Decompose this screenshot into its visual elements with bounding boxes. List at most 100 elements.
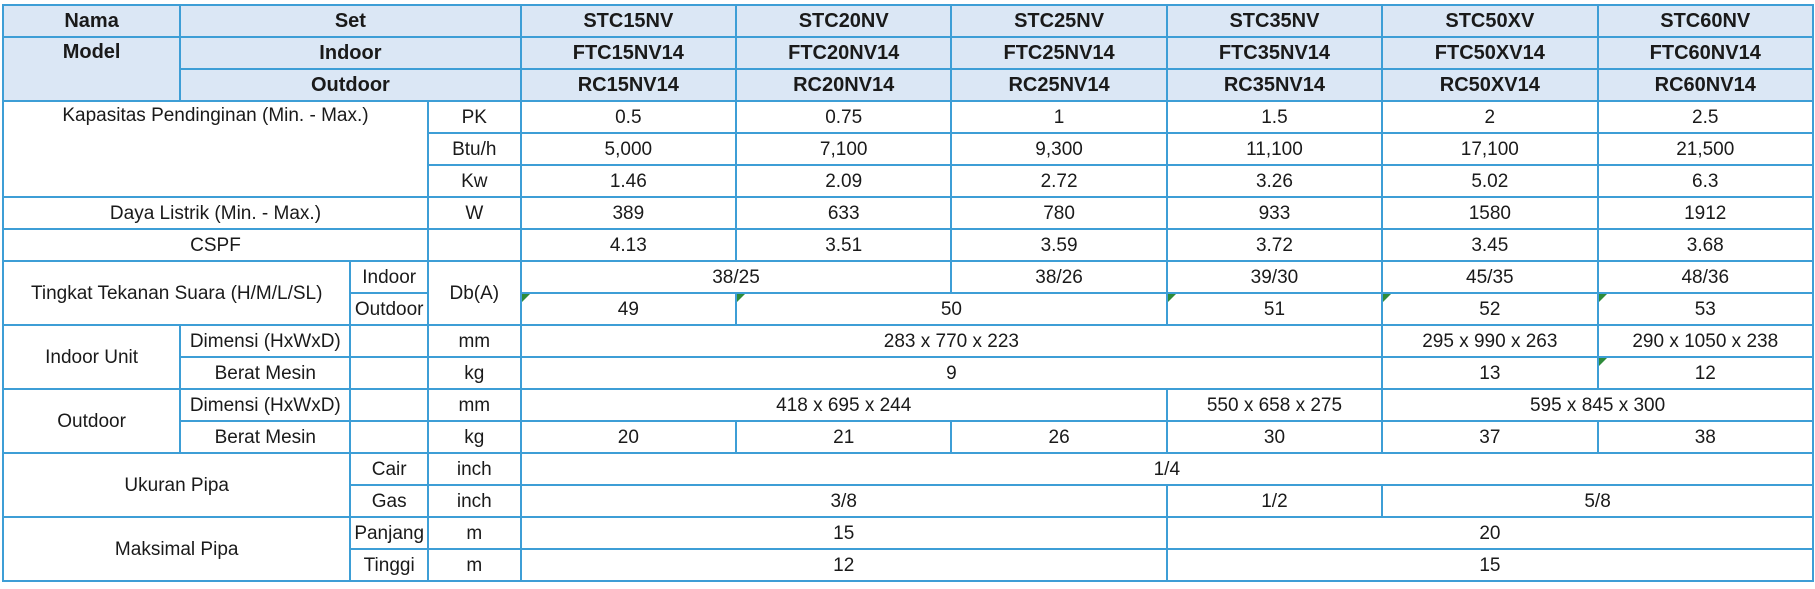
- value-cell: 52: [1381, 292, 1599, 326]
- value-cell: 5/8: [1381, 484, 1814, 518]
- indoor-model: FTC20NV14: [735, 36, 953, 70]
- value-cell: 2.5: [1596, 100, 1815, 134]
- unit-cell: Kw: [426, 164, 522, 198]
- indoor-model: FTC60NV14: [1596, 36, 1815, 70]
- value-cell: 11,100: [1165, 132, 1384, 166]
- pipe-cair-label: Cair: [349, 452, 429, 486]
- table-row: Outdoor Dimensi (HxWxD) mm 418 x 695 x 2…: [1, 388, 1814, 454]
- header-row-set: Nama Set STC15NV STC20NV STC25NV STC35NV…: [1, 4, 1815, 38]
- value-cell: 38/25: [519, 260, 953, 294]
- unit-cell: m: [426, 516, 522, 550]
- value-cell: 295 x 990 x 263: [1381, 324, 1599, 358]
- spec-table: Nama Set STC15NV STC20NV STC25NV STC35NV…: [1, 4, 1815, 582]
- value-cell: 5.02: [1381, 164, 1599, 198]
- empty-cell: [349, 324, 429, 358]
- pipe-label: Ukuran Pipa: [1, 452, 352, 518]
- value-cell: 48/36: [1596, 260, 1815, 294]
- outdoor-model: RC25NV14: [950, 68, 1168, 102]
- value-cell: 550 x 658 x 275: [1165, 388, 1384, 422]
- value-cell: 633: [735, 196, 953, 230]
- outdoor-weight-label: Berat Mesin: [179, 420, 352, 454]
- pipe-gas-label: Gas: [349, 484, 429, 518]
- value-cell: 17,100: [1381, 132, 1599, 166]
- outdoor-model: RC60NV14: [1596, 68, 1815, 102]
- unit-cell: PK: [426, 100, 522, 134]
- set-model: STC60NV: [1596, 4, 1815, 38]
- value-cell: 37: [1381, 420, 1599, 454]
- value-cell: 1/2: [1165, 484, 1384, 518]
- unit-cell: kg: [426, 356, 522, 390]
- value-cell: 20: [1165, 516, 1815, 550]
- empty-cell: [349, 388, 429, 422]
- table-row: Berat Mesin kg 9 13 12: [3, 356, 1815, 390]
- table-row: Gas inch 3/8 1/2 5/8: [3, 484, 1814, 518]
- table-row: Daya Listrik (Min. - Max.) W 389 633 780…: [2, 196, 1815, 230]
- table-row: Berat Mesin kg 20 21 26 30 37 38: [3, 420, 1815, 454]
- header-outdoor: Outdoor: [179, 68, 522, 102]
- noise-indoor-label: Indoor: [349, 260, 429, 294]
- value-cell: 15: [519, 516, 1168, 550]
- value-cell: 1580: [1381, 196, 1599, 230]
- table-row: Tinggi m 12 15: [3, 548, 1815, 582]
- max-pipe-label: Maksimal Pipa: [1, 516, 352, 582]
- value-cell: 780: [950, 196, 1168, 230]
- value-cell: 30: [1165, 420, 1384, 454]
- value-cell: 45/35: [1381, 260, 1599, 294]
- table-row: CSPF 4.13 3.51 3.59 3.72 3.45 3.68: [2, 228, 1815, 262]
- unit-cell: mm: [426, 388, 522, 422]
- table-row: Indoor Unit Dimensi (HxWxD) mm 283 x 770…: [1, 324, 1815, 390]
- set-model: STC50XV: [1381, 4, 1599, 38]
- value-cell: 2: [1381, 100, 1599, 134]
- set-model: STC20NV: [735, 4, 953, 38]
- table-row: Maksimal Pipa Panjang m 15 20: [1, 516, 1815, 582]
- noise-outdoor-label: Outdoor: [349, 292, 429, 326]
- unit-cell: inch: [426, 452, 522, 486]
- value-cell: 39/30: [1165, 260, 1384, 294]
- table-row: Kapasitas Pendinginan (Min. - Max.) PK 0…: [2, 100, 1815, 198]
- value-cell: 2.09: [735, 164, 953, 198]
- value-cell: 290 x 1050 x 238: [1596, 324, 1815, 358]
- set-model: STC35NV: [1165, 4, 1384, 38]
- outdoor-model: RC50XV14: [1381, 68, 1599, 102]
- header-indoor: Indoor: [179, 36, 522, 70]
- indoor-model: FTC15NV14: [519, 36, 738, 70]
- unit-cell: W: [426, 196, 522, 230]
- indoor-dim-label: Dimensi (HxWxD): [179, 324, 352, 358]
- value-cell: 933: [1165, 196, 1384, 230]
- empty-cell: [349, 356, 429, 390]
- value-cell: 1.46: [519, 164, 738, 198]
- value-cell: 15: [1165, 548, 1815, 582]
- unit-cell: m: [426, 548, 522, 582]
- power-label: Daya Listrik (Min. - Max.): [2, 196, 429, 230]
- tinggi-label: Tinggi: [349, 548, 429, 582]
- table-row: Kw 1.46 2.09 2.72 3.26 5.02 6.3: [3, 164, 1815, 198]
- unit-cell: [426, 228, 522, 262]
- outdoor-unit-label: Outdoor: [1, 388, 182, 454]
- unit-cell: Db(A): [426, 260, 522, 326]
- capacity-label: Kapasitas Pendinginan (Min. - Max.): [2, 100, 429, 198]
- value-cell: 418 x 695 x 244: [519, 388, 1168, 422]
- header-model: Model: [1, 36, 182, 102]
- value-cell: 3/8: [519, 484, 1168, 518]
- cspf-label: CSPF: [2, 228, 429, 262]
- value-cell: 283 x 770 x 223: [519, 324, 1384, 358]
- value-cell: 4.13: [519, 228, 738, 262]
- indoor-model: FTC35NV14: [1165, 36, 1384, 70]
- value-cell: 3.68: [1596, 228, 1815, 262]
- unit-cell: kg: [426, 420, 522, 454]
- indoor-unit-label: Indoor Unit: [1, 324, 182, 390]
- value-cell: 1.5: [1165, 100, 1384, 134]
- value-cell: 21,500: [1596, 132, 1815, 166]
- table-row: Outdoor 49 50 51 52 53: [3, 292, 1815, 326]
- indoor-weight-label: Berat Mesin: [179, 356, 352, 390]
- indoor-model: FTC25NV14: [950, 36, 1168, 70]
- value-cell: 13: [1381, 356, 1599, 390]
- value-cell: 1912: [1596, 196, 1815, 230]
- header-nama: Nama: [1, 4, 182, 38]
- value-cell: 38/26: [950, 260, 1168, 294]
- value-cell: 0.5: [519, 100, 738, 134]
- outdoor-dim-label: Dimensi (HxWxD): [179, 388, 352, 422]
- value-cell: 3.26: [1165, 164, 1384, 198]
- value-cell: 50: [735, 292, 1168, 326]
- value-cell: 26: [950, 420, 1168, 454]
